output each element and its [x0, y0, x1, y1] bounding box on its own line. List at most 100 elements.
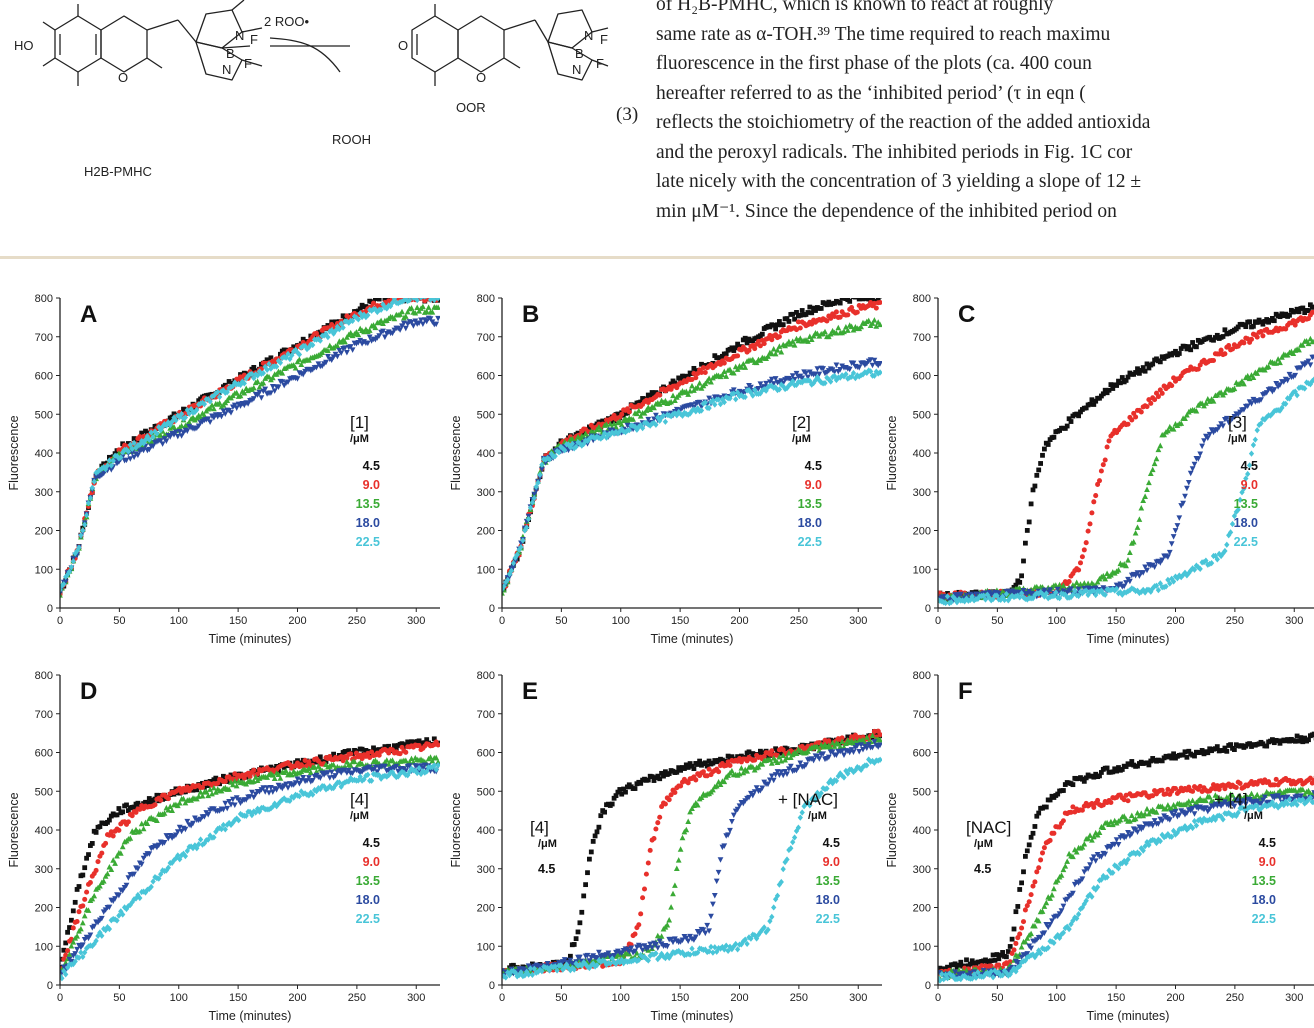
- legend-unit: /μM: [792, 433, 811, 445]
- paper-text-line: late nicely with the concentration of 3 …: [656, 171, 1142, 192]
- reactant-pyran-ring: [100, 15, 148, 73]
- chart-panel-c: 0 100 200 300 400 500 600 700 800 0 50 100 150 200 250…: [885, 293, 1314, 646]
- legend-unit: /μM: [538, 838, 557, 850]
- y-tick-label: 700: [913, 332, 931, 344]
- legend-entry: 22.5: [1252, 912, 1276, 926]
- y-tick-label: 400: [913, 825, 931, 837]
- x-tick-label: 250: [1226, 992, 1244, 1004]
- legend-entry: 18.0: [816, 893, 840, 907]
- legend-compound: [2]: [792, 413, 811, 432]
- legend-entry: 4.5: [1259, 836, 1276, 850]
- y-tick-label: 800: [35, 293, 53, 305]
- x-tick-label: 50: [113, 615, 125, 627]
- reactant-pyrrole-bottom: [195, 41, 243, 81]
- y-tick-label: 0: [489, 980, 495, 992]
- product-atom-oor: OOR: [456, 100, 486, 115]
- y-tick-label: 500: [35, 409, 53, 421]
- legend-extra-unit: /μM: [808, 810, 827, 822]
- y-tick-label: 700: [477, 709, 495, 721]
- x-tick-label: 250: [348, 615, 366, 627]
- y-tick-label: 400: [35, 448, 53, 460]
- reactant-atom-o: O: [118, 70, 128, 85]
- y-tick-label: 500: [913, 409, 931, 421]
- reagent-label: 2 ROO•: [264, 14, 309, 29]
- y-tick-label: 200: [477, 903, 495, 915]
- x-tick-label: 250: [348, 992, 366, 1004]
- legend-entry: 22.5: [356, 912, 380, 926]
- x-tick-label: 300: [1285, 615, 1303, 627]
- x-tick-label: 50: [991, 992, 1003, 1004]
- y-tick-label: 300: [477, 487, 495, 499]
- series-4-5: [938, 731, 1314, 975]
- x-tick-label: 0: [57, 615, 63, 627]
- product-atom-b: B: [575, 46, 584, 61]
- product-atom-f1: F: [600, 32, 608, 47]
- x-tick-label: 300: [1285, 992, 1303, 1004]
- y-tick-label: 700: [913, 709, 931, 721]
- y-axis-label: Fluorescence: [885, 415, 899, 490]
- paper-text-line: and the peroxyl radicals. The inhibited …: [656, 141, 1133, 163]
- legend-entry: 13.5: [356, 497, 380, 511]
- legend-extra-unit: /μM: [1244, 810, 1263, 822]
- legend-entry: 18.0: [356, 516, 380, 530]
- y-tick-label: 700: [35, 709, 53, 721]
- y-tick-label: 800: [913, 293, 931, 305]
- product-atom-o2: O: [476, 70, 486, 85]
- y-tick-label: 500: [913, 786, 931, 798]
- legend-constant: 4.5: [974, 862, 991, 876]
- legend-compound: [1]: [350, 413, 369, 432]
- y-tick-label: 400: [477, 825, 495, 837]
- legend-entry: 9.0: [805, 478, 822, 492]
- byproduct-label: ROOH: [332, 132, 371, 147]
- y-tick-label: 400: [913, 448, 931, 460]
- panel-letter: E: [522, 678, 538, 705]
- reactant-atom-ho: HO: [14, 38, 34, 53]
- paper-text-line: hereafter referred to as the ‘inhibited …: [656, 82, 1086, 104]
- x-tick-label: 250: [1226, 615, 1244, 627]
- x-tick-label: 250: [790, 615, 808, 627]
- y-tick-label: 300: [913, 487, 931, 499]
- x-axis-label: Time (minutes): [1087, 632, 1170, 646]
- reactant-aromatic-ring: [54, 15, 102, 73]
- x-tick-label: 0: [499, 992, 505, 1004]
- legend-entry: 22.5: [816, 912, 840, 926]
- y-tick-label: 300: [913, 864, 931, 876]
- reactant-atom-b: B: [226, 46, 235, 61]
- legend-entry: 13.5: [816, 874, 840, 888]
- series-9-0: [938, 309, 1314, 602]
- x-tick-label: 0: [935, 992, 941, 1004]
- legend-entry: 4.5: [1241, 459, 1258, 473]
- legend-entry: 9.0: [1259, 855, 1276, 869]
- x-axis-label: Time (minutes): [1087, 1009, 1170, 1023]
- legend-unit: /μM: [350, 810, 369, 822]
- x-tick-label: 50: [555, 992, 567, 1004]
- series-22-5: [502, 756, 882, 981]
- product-pyrrole-bottom: [547, 41, 593, 81]
- legend-entry: 22.5: [1234, 535, 1258, 549]
- legend-entry: 13.5: [1234, 497, 1258, 511]
- x-tick-label: 250: [790, 992, 808, 1004]
- legend-unit: /μM: [350, 433, 369, 445]
- paper-text-line: min μM⁻¹. Since the dependence of the in…: [656, 200, 1117, 222]
- y-tick-label: 300: [477, 864, 495, 876]
- x-tick-label: 200: [1166, 992, 1184, 1004]
- x-axis-label: Time (minutes): [209, 1009, 292, 1023]
- x-tick-label: 300: [849, 615, 867, 627]
- series-4-5: [938, 302, 1314, 602]
- legend-unit: /μM: [1228, 433, 1247, 445]
- legend-entry: 18.0: [798, 516, 822, 530]
- x-tick-label: 0: [57, 992, 63, 1004]
- y-tick-label: 300: [35, 487, 53, 499]
- chart-panel-e: 0 100 200 300 400 500 600 700 800 0 50 100 150 200 250…: [449, 670, 882, 1023]
- legend-entry: 18.0: [1234, 516, 1258, 530]
- legend-entry: 9.0: [1241, 478, 1258, 492]
- y-tick-label: 300: [35, 864, 53, 876]
- x-tick-label: 200: [1166, 615, 1184, 627]
- x-axis-label: Time (minutes): [651, 1009, 734, 1023]
- series-22-5: [60, 762, 440, 982]
- panel-letter: C: [958, 301, 975, 328]
- y-tick-label: 100: [477, 564, 495, 576]
- y-tick-label: 600: [913, 371, 931, 383]
- x-tick-label: 150: [1107, 992, 1125, 1004]
- y-tick-label: 0: [489, 603, 495, 615]
